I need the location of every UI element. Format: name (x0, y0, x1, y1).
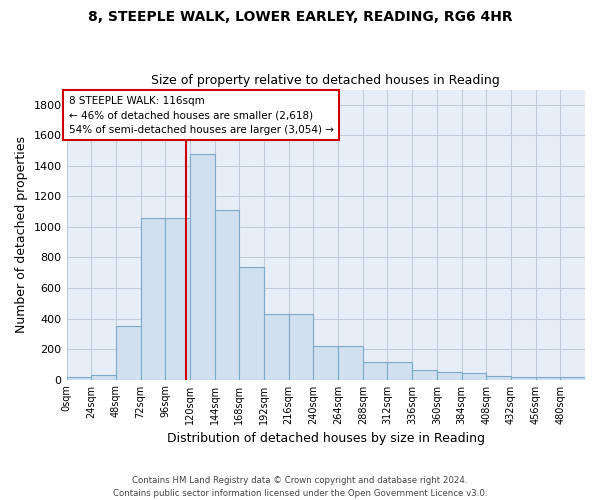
Y-axis label: Number of detached properties: Number of detached properties (15, 136, 28, 333)
Bar (437, 372, 461, 380)
Bar (560, 378, 585, 380)
Bar (412, 370, 437, 380)
Bar (140, 218, 165, 380)
Bar (239, 266, 264, 380)
Bar (264, 314, 289, 380)
Bar (511, 376, 536, 380)
Bar (165, 218, 190, 380)
X-axis label: Distribution of detached houses by size in Reading: Distribution of detached houses by size … (167, 432, 485, 445)
Bar (289, 314, 313, 380)
Title: Size of property relative to detached houses in Reading: Size of property relative to detached ho… (151, 74, 500, 87)
Text: 8, STEEPLE WALK, LOWER EARLEY, READING, RG6 4HR: 8, STEEPLE WALK, LOWER EARLEY, READING, … (88, 10, 512, 24)
Bar (190, 154, 215, 380)
Bar (91, 375, 116, 380)
Bar (486, 376, 511, 380)
Bar (338, 346, 363, 380)
Bar (313, 346, 338, 380)
Bar (363, 362, 388, 380)
Bar (116, 326, 140, 380)
Bar (536, 378, 560, 380)
Bar (67, 378, 91, 380)
Bar (461, 372, 486, 380)
Bar (215, 210, 239, 380)
Text: 8 STEEPLE WALK: 116sqm
← 46% of detached houses are smaller (2,618)
54% of semi-: 8 STEEPLE WALK: 116sqm ← 46% of detached… (68, 96, 334, 136)
Text: Contains HM Land Registry data © Crown copyright and database right 2024.
Contai: Contains HM Land Registry data © Crown c… (113, 476, 487, 498)
Bar (388, 362, 412, 380)
